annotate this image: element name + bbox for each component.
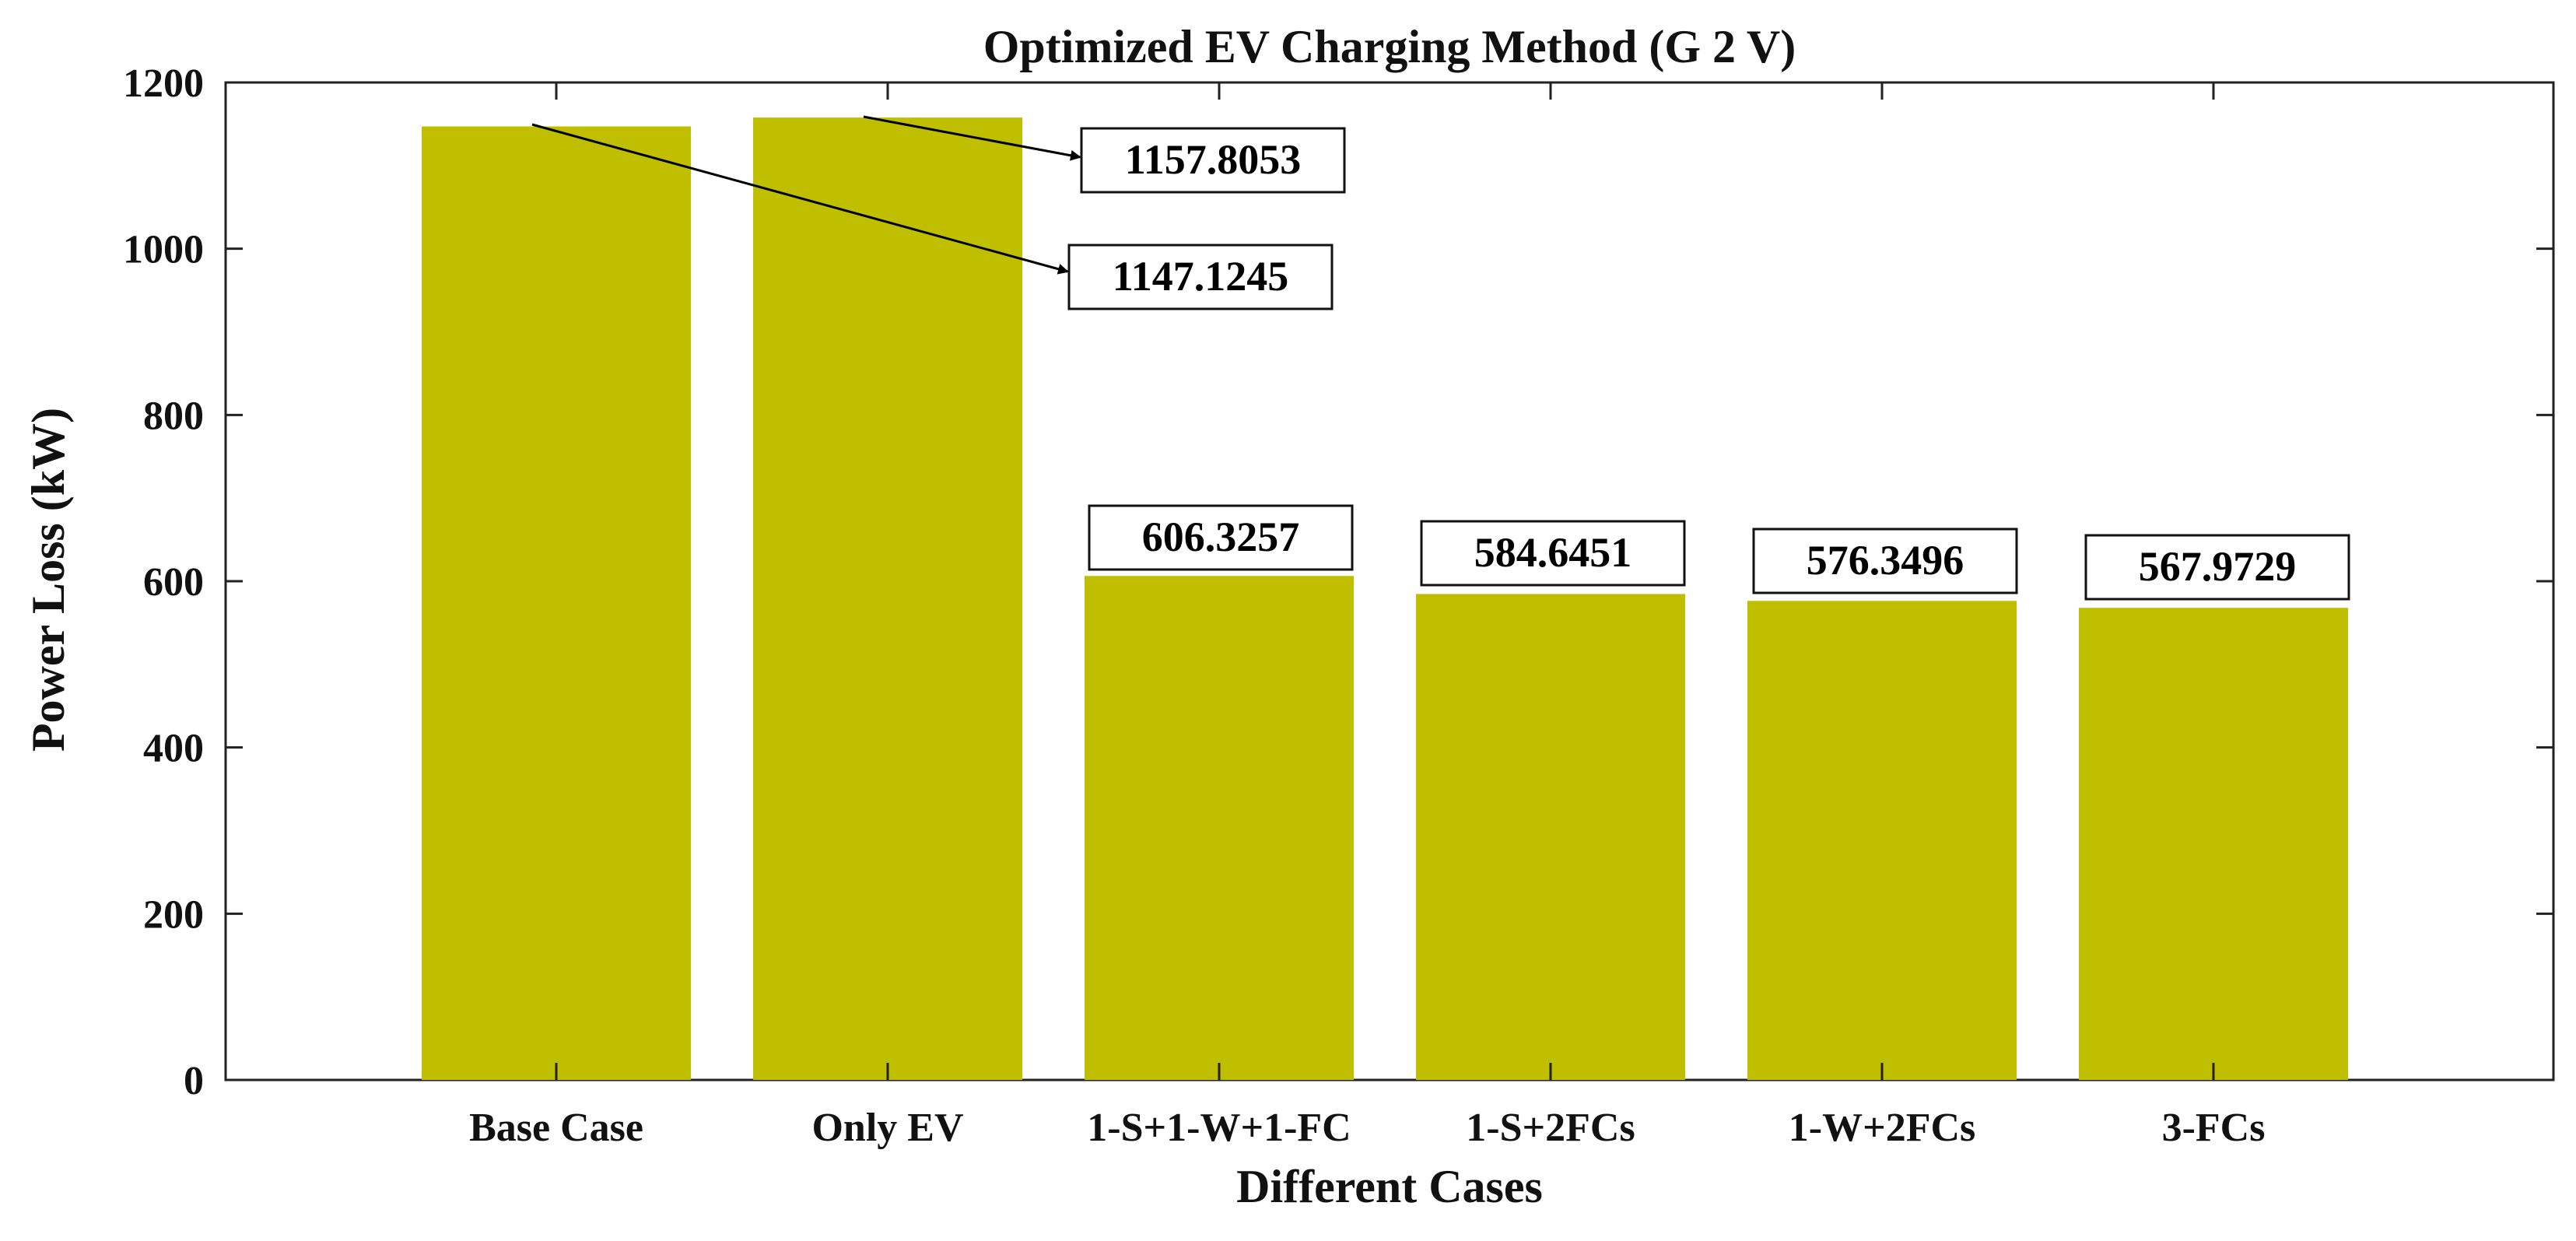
data-label-box: [2084, 534, 2350, 601]
data-label-text: 584.6451: [1474, 529, 1632, 576]
data-label-2: 1157.8053: [863, 115, 1346, 194]
bar-4: [1416, 594, 1685, 1080]
data-label-4: 584.6451: [1420, 520, 1686, 587]
data-label-box: [1420, 520, 1686, 587]
x-axis-label: Different Cases: [1236, 1161, 1543, 1212]
x-axis-ticks: Base Case Only EV 1-S+1-W+1-FC 1-S+2FCs 1-W+…: [469, 82, 2265, 1150]
data-label-text: 606.3257: [1142, 514, 1300, 560]
bar-6: [2079, 608, 2348, 1080]
chart-title: Optimized EV Charging Method (G 2 V): [983, 21, 1796, 72]
y-tick-label: 1000: [123, 228, 204, 272]
x-tick-label: 1-S+1-W+1-FC: [1087, 1106, 1351, 1150]
data-label-box: [1080, 127, 1346, 194]
y-tick-label: 600: [143, 560, 204, 605]
y-tick-label: 0: [184, 1059, 204, 1103]
data-label-text: 1147.1245: [1113, 253, 1289, 300]
bar-5: [1747, 601, 2017, 1080]
data-label-1: 1147.1245: [531, 123, 1334, 310]
data-labels: 1147.1245 1157.8053 606.3257 584.6451 576.34…: [531, 115, 2350, 601]
bar-1: [422, 126, 691, 1081]
y-tick-label: 200: [143, 892, 204, 937]
data-label-text: 576.3496: [1807, 537, 1964, 584]
data-label-box: [1752, 528, 2018, 594]
x-tick-label: 1-W+2FCs: [1789, 1106, 1976, 1150]
bar-3: [1085, 576, 1354, 1080]
y-axis-ticks: 0 200 400 600 800 1000 1200: [123, 61, 2553, 1103]
x-tick-label: Only EV: [811, 1106, 963, 1150]
data-label-box: [1067, 244, 1334, 310]
data-label-text: 1157.8053: [1125, 136, 1302, 183]
x-tick-label: 3-FCs: [2162, 1106, 2266, 1150]
data-label-arrow: [863, 115, 1081, 161]
data-label-5: 576.3496: [1752, 528, 2018, 594]
data-label-box: [1088, 504, 1354, 571]
y-tick-label: 800: [143, 394, 204, 438]
data-label-6: 567.9729: [2084, 534, 2350, 601]
y-tick-label: 1200: [123, 61, 204, 106]
data-label-text: 567.9729: [2139, 543, 2297, 590]
data-label-arrow: [531, 123, 1069, 275]
y-tick-label: 400: [143, 727, 204, 771]
x-tick-label: Base Case: [469, 1106, 643, 1150]
x-tick-label: 1-S+2FCs: [1466, 1106, 1635, 1150]
bars: [422, 117, 2348, 1081]
y-axis-label: Power Loss (kW): [23, 408, 74, 752]
data-label-3: 606.3257: [1088, 504, 1354, 571]
bar-2: [753, 117, 1022, 1080]
